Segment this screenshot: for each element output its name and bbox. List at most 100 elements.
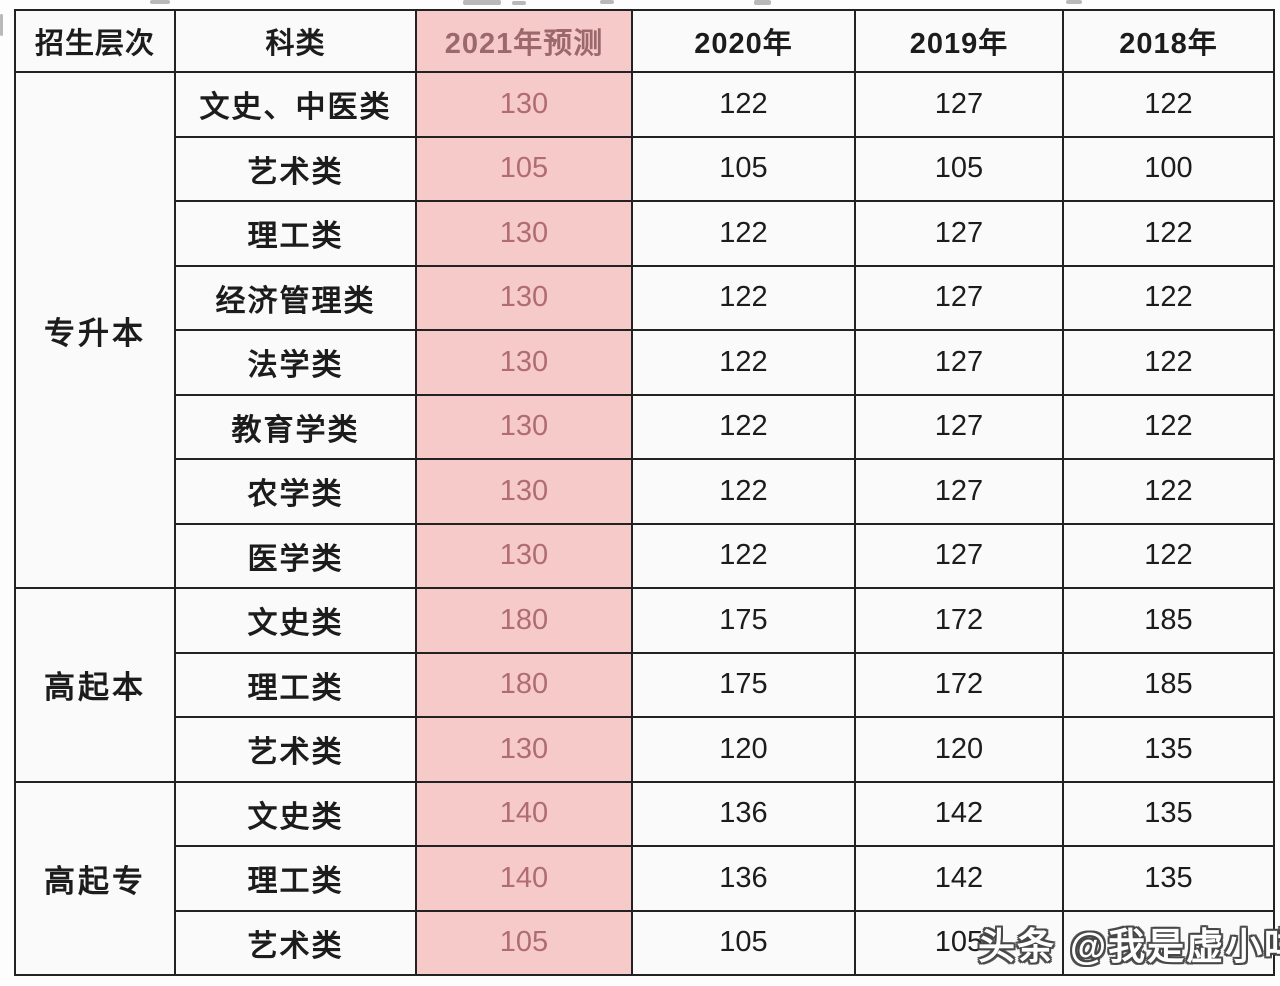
top-edge-artifact: [600, 0, 614, 4]
score-2018-cell: 122: [1062, 393, 1275, 460]
score-2021-cell: 130: [415, 200, 633, 267]
score-2019-cell: 127: [854, 393, 1064, 460]
subject-cell: 法学类: [174, 329, 417, 396]
subject-cell: 教育学类: [174, 393, 417, 460]
subject-cell: 文史类: [174, 780, 417, 847]
score-2019-cell: 142: [854, 780, 1064, 847]
header-2020: 2020年: [631, 9, 856, 73]
table-row: 艺术类 105 105 105: [15, 909, 1275, 976]
score-2018-cell: 135: [1062, 716, 1275, 783]
table-row: 专升本 文史、中医类 130 122 127 122: [14, 71, 1275, 589]
score-2019-cell: 127: [854, 200, 1064, 267]
score-2020-cell: 105: [631, 135, 856, 202]
table-row: 理工类 130 122 127 122: [15, 200, 1275, 267]
score-2021-cell: 130: [415, 522, 633, 589]
top-edge-artifact: [1066, 0, 1082, 4]
score-2019-cell: 105: [854, 909, 1064, 976]
score-2021-cell: 130: [415, 458, 633, 525]
table-row: 理工类 140 136 142 135: [15, 845, 1275, 912]
table-row: 经济管理类 130 122 127 122: [15, 264, 1275, 331]
score-2020-cell: 122: [631, 200, 856, 267]
score-2018-cell: 135: [1062, 780, 1275, 847]
score-2021-cell: 130: [415, 264, 633, 331]
score-2018-cell: 122: [1062, 522, 1275, 589]
score-2019-cell: 127: [854, 522, 1064, 589]
score-2018-cell: [1062, 909, 1275, 976]
table-row: 艺术类 105 105 105 100: [15, 135, 1275, 202]
score-2020-cell: 136: [631, 845, 856, 912]
top-edge-artifact: [150, 0, 170, 4]
score-2021-cell: 130: [415, 71, 633, 138]
table-row: 农学类 130 122 127 122: [15, 458, 1275, 525]
table-row: 艺术类 130 120 120 135: [15, 716, 1275, 783]
subject-cell: 文史类: [174, 587, 417, 654]
score-2021-cell: 105: [415, 135, 633, 202]
score-2020-cell: 122: [631, 522, 856, 589]
score-2019-cell: 127: [854, 329, 1064, 396]
score-2018-cell: 122: [1062, 329, 1275, 396]
score-2020-cell: 122: [631, 329, 856, 396]
header-2019: 2019年: [854, 9, 1064, 73]
score-2021-cell: 140: [415, 845, 633, 912]
score-2019-cell: 127: [854, 264, 1064, 331]
score-2020-cell: 122: [631, 393, 856, 460]
score-2018-cell: 122: [1062, 200, 1275, 267]
table-row: 高起本 文史类 180 175 172 185: [14, 587, 1275, 783]
table-row: 理工类 180 175 172 185: [15, 651, 1275, 718]
score-2019-cell: 172: [854, 587, 1064, 654]
table-row: 高起专 文史类 140 136 142 135: [14, 780, 1275, 976]
level-cell-zhuanshengben: 专升本: [14, 71, 176, 589]
subject-cell: 农学类: [174, 458, 417, 525]
header-enrollment-level: 招生层次: [14, 9, 176, 73]
score-2021-cell: 130: [415, 329, 633, 396]
score-2018-cell: 185: [1062, 651, 1275, 718]
level-cell-gaoqizhuan: 高起专: [14, 780, 176, 976]
header-row: 招生层次 科类 2021年预测 2020年 2019年 2018年: [14, 9, 1275, 73]
score-2021-cell: 180: [415, 651, 633, 718]
table-row: 法学类 130 122 127 122: [15, 329, 1275, 396]
score-2021-cell: 140: [415, 780, 633, 847]
score-2021-cell: 105: [415, 909, 633, 976]
score-2018-cell: 135: [1062, 845, 1275, 912]
score-2018-cell: 122: [1062, 264, 1275, 331]
score-2019-cell: 127: [854, 71, 1064, 138]
subject-cell: 艺术类: [174, 909, 417, 976]
header-2018: 2018年: [1062, 9, 1275, 73]
score-2018-cell: 185: [1062, 587, 1275, 654]
top-edge-artifact: [463, 0, 501, 5]
score-2019-cell: 127: [854, 458, 1064, 525]
table-row: 医学类 130 122 127 122: [15, 522, 1275, 589]
score-2018-cell: 122: [1062, 458, 1275, 525]
header-subject-category: 科类: [174, 9, 417, 73]
subject-cell: 理工类: [174, 845, 417, 912]
top-edge-artifact: [754, 0, 771, 5]
subject-cell: 经济管理类: [174, 264, 417, 331]
score-2021-cell: 180: [415, 587, 633, 654]
score-2020-cell: 175: [631, 651, 856, 718]
score-2019-cell: 105: [854, 135, 1064, 202]
score-2018-cell: 100: [1062, 135, 1275, 202]
left-edge-artifact: [0, 14, 3, 36]
subject-cell: 艺术类: [174, 716, 417, 783]
level-cell-gaoqiben: 高起本: [14, 587, 176, 783]
score-2020-cell: 122: [631, 458, 856, 525]
score-2018-cell: 122: [1062, 71, 1275, 138]
subject-cell: 艺术类: [174, 135, 417, 202]
subject-cell: 文史、中医类: [174, 71, 417, 138]
score-2021-cell: 130: [415, 393, 633, 460]
score-2020-cell: 105: [631, 909, 856, 976]
score-2019-cell: 172: [854, 651, 1064, 718]
top-edge-artifact: [512, 1, 526, 5]
subject-cell: 理工类: [174, 200, 417, 267]
subject-cell: 医学类: [174, 522, 417, 589]
header-2021-prediction: 2021年预测: [415, 9, 633, 73]
score-2019-cell: 120: [854, 716, 1064, 783]
admission-score-table: 招生层次 科类 2021年预测 2020年 2019年 2018年 专升本 文史…: [14, 9, 1275, 976]
score-2020-cell: 122: [631, 71, 856, 138]
score-2019-cell: 142: [854, 845, 1064, 912]
subject-cell: 理工类: [174, 651, 417, 718]
score-2020-cell: 122: [631, 264, 856, 331]
table-row: 教育学类 130 122 127 122: [15, 393, 1275, 460]
score-2020-cell: 136: [631, 780, 856, 847]
score-2020-cell: 175: [631, 587, 856, 654]
